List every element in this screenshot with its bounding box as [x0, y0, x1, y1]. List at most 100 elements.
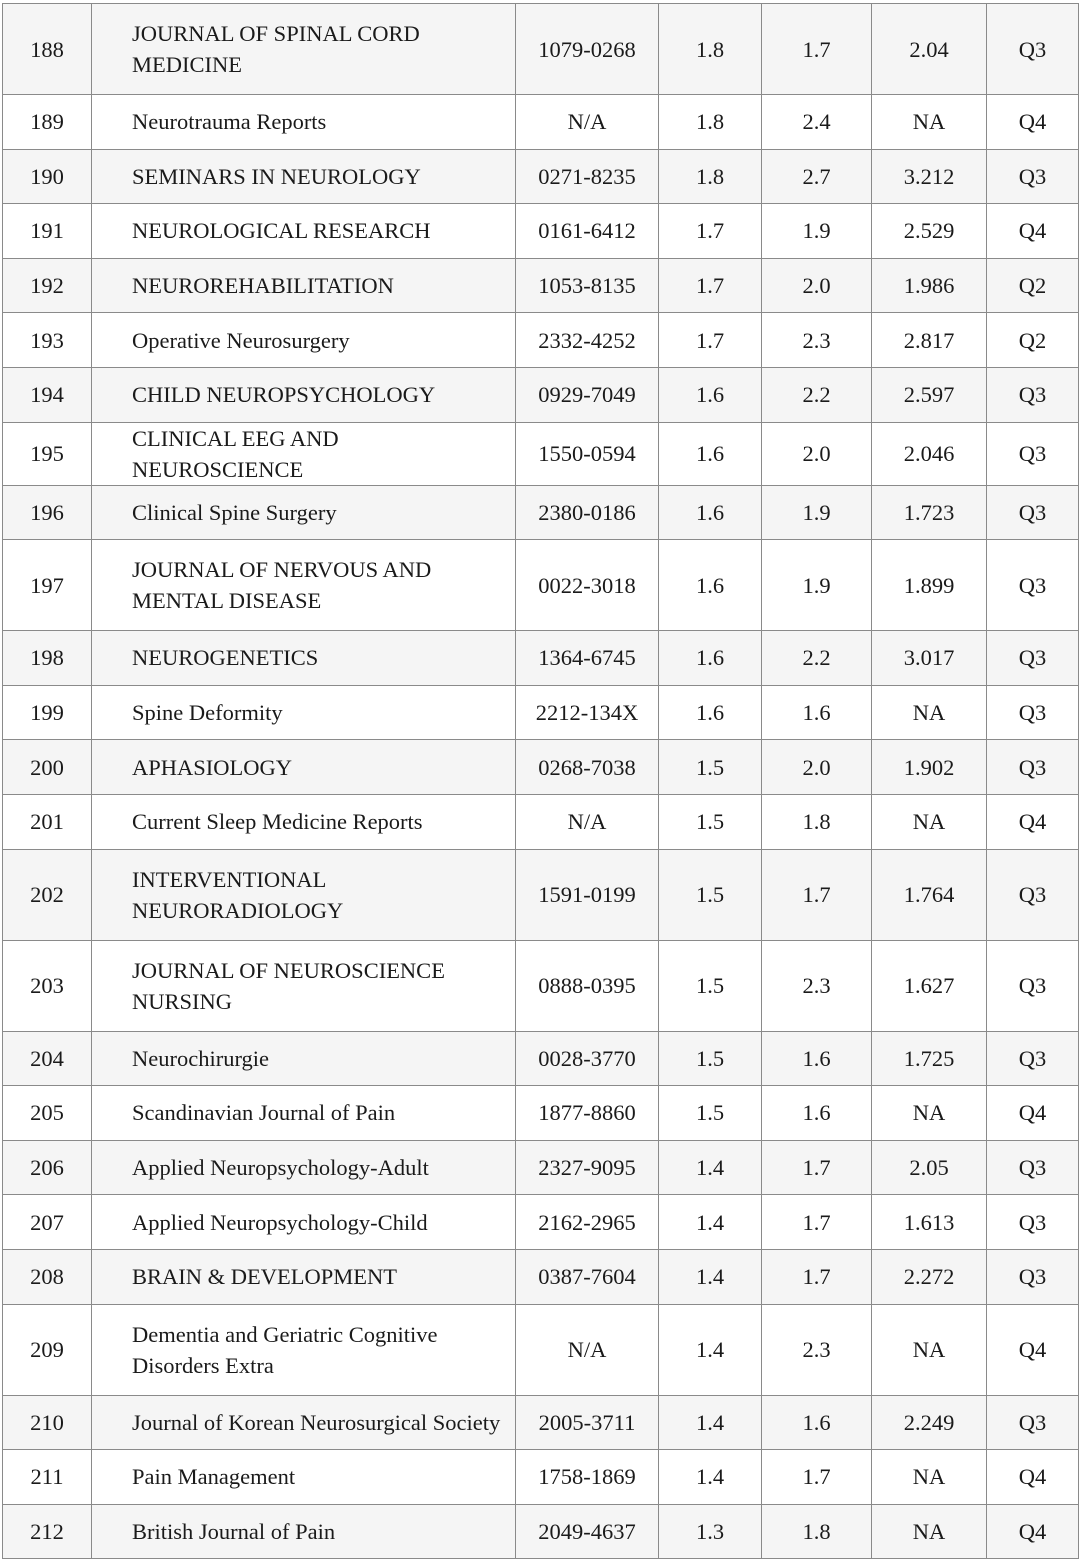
table-row: 207 Applied Neuropsychology-Child 2162-296… [2, 1194, 1079, 1250]
table-row: 194 CHILD NEUROPSYCHOLOGY 0929-7049 1.6 2.2 2… [2, 366, 1079, 423]
rank-cell: 190 [2, 148, 92, 205]
rank-cell: 193 [2, 312, 92, 368]
metric-1-cell: 1.5 [658, 739, 762, 795]
journal-name-cell: SEMINARS IN NEUROLOGY [91, 148, 516, 205]
metric-1-cell: 1.4 [658, 1139, 762, 1196]
quartile-cell: Q3 [986, 1248, 1079, 1305]
quartile-cell: Q4 [986, 1085, 1079, 1141]
journal-name-cell: Journal of Korean Neurosurgical Society [91, 1394, 516, 1451]
metric-2-cell: 1.7 [761, 848, 872, 941]
journal-name-cell: NEUROLOGICAL RESEARCH [91, 203, 516, 259]
rank-cell: 195 [2, 421, 92, 486]
metric-1-cell: 1.5 [658, 1030, 762, 1087]
quartile-cell: Q3 [986, 848, 1079, 941]
quartile-cell: Q3 [986, 148, 1079, 205]
rank-cell: 188 [2, 3, 92, 95]
metric-3-cell: 3.212 [871, 148, 987, 205]
rank-cell: 201 [2, 793, 92, 850]
issn-cell: 2162-2965 [515, 1194, 659, 1250]
metric-1-cell: 1.8 [658, 148, 762, 205]
rank-cell: 209 [2, 1303, 92, 1396]
journal-name-cell: Neurotrauma Reports [91, 94, 516, 150]
table-row: 188 JOURNAL OF SPINAL CORD MEDICINE 1079-0… [2, 3, 1079, 95]
rank-cell: 211 [2, 1449, 92, 1505]
table-row: 209 Dementia and Geriatric Cognitive Diso… [2, 1303, 1079, 1396]
metric-2-cell: 2.0 [761, 257, 872, 314]
table-row: 206 Applied Neuropsychology-Adult 2327-909… [2, 1139, 1079, 1196]
table-row: 201 Current Sleep Medicine Reports N/A 1.5 1… [2, 793, 1079, 850]
journal-name-cell: Applied Neuropsychology-Adult [91, 1139, 516, 1196]
table-row: 191 NEUROLOGICAL RESEARCH 0161-6412 1.7 1.9 2… [2, 203, 1079, 259]
metric-3-cell: 2.05 [871, 1139, 987, 1196]
quartile-cell: Q3 [986, 484, 1079, 541]
metric-2-cell: 1.9 [761, 203, 872, 259]
quartile-cell: Q3 [986, 739, 1079, 795]
metric-2-cell: 2.7 [761, 148, 872, 205]
quartile-cell: Q3 [986, 421, 1079, 486]
journal-name-cell: BRAIN & DEVELOPMENT [91, 1248, 516, 1305]
table-row: 197 JOURNAL OF NERVOUS AND MENTAL DISEASE… [2, 539, 1079, 632]
journal-name-cell: CHILD NEUROPSYCHOLOGY [91, 366, 516, 423]
table-row: 211 Pain Management 1758-1869 1.4 1.7 NA Q4 [2, 1449, 1079, 1505]
metric-1-cell: 1.6 [658, 421, 762, 486]
rank-cell: 204 [2, 1030, 92, 1087]
metric-2-cell: 1.6 [761, 1085, 872, 1141]
quartile-cell: Q2 [986, 312, 1079, 368]
metric-3-cell: 1.764 [871, 848, 987, 941]
rank-cell: 203 [2, 939, 92, 1032]
journal-name-cell: Neurochirurgie [91, 1030, 516, 1087]
metric-3-cell: 2.529 [871, 203, 987, 259]
metric-1-cell: 1.4 [658, 1194, 762, 1250]
metric-3-cell: 2.249 [871, 1394, 987, 1451]
metric-2-cell: 1.7 [761, 1139, 872, 1196]
metric-1-cell: 1.4 [658, 1449, 762, 1505]
issn-cell: 0161-6412 [515, 203, 659, 259]
issn-cell: 0929-7049 [515, 366, 659, 423]
table-row: 196 Clinical Spine Surgery 2380-0186 1.6 1.9… [2, 484, 1079, 541]
metric-1-cell: 1.7 [658, 257, 762, 314]
metric-2-cell: 2.0 [761, 421, 872, 486]
rank-cell: 196 [2, 484, 92, 541]
metric-2-cell: 1.6 [761, 684, 872, 741]
metric-3-cell: 2.597 [871, 366, 987, 423]
rank-cell: 206 [2, 1139, 92, 1196]
metric-3-cell: 1.899 [871, 539, 987, 632]
metric-3-cell: NA [871, 1449, 987, 1505]
metric-3-cell: NA [871, 1503, 987, 1559]
metric-1-cell: 1.4 [658, 1248, 762, 1305]
issn-cell: N/A [515, 1303, 659, 1396]
issn-cell: 0268-7038 [515, 739, 659, 795]
journal-name-cell: NEUROGENETICS [91, 630, 516, 686]
table-row: 204 Neurochirurgie 0028-3770 1.5 1.6 1.725 Q3 [2, 1030, 1079, 1087]
metric-3-cell: 2.817 [871, 312, 987, 368]
metric-2-cell: 2.4 [761, 94, 872, 150]
issn-cell: 2212-134X [515, 684, 659, 741]
metric-2-cell: 2.2 [761, 366, 872, 423]
quartile-cell: Q3 [986, 539, 1079, 632]
metric-1-cell: 1.7 [658, 312, 762, 368]
journal-name-cell: Spine Deformity [91, 684, 516, 741]
journal-name-cell: Pain Management [91, 1449, 516, 1505]
quartile-cell: Q4 [986, 1503, 1079, 1559]
table-row: 195 CLINICAL EEG AND NEUROSCIENCE 1550-059… [2, 421, 1079, 486]
metric-3-cell: NA [871, 94, 987, 150]
journal-name-cell: Scandinavian Journal of Pain [91, 1085, 516, 1141]
journal-name-cell: INTERVENTIONAL NEURORADIOLOGY [91, 848, 516, 941]
rank-cell: 199 [2, 684, 92, 741]
quartile-cell: Q4 [986, 1449, 1079, 1505]
metric-3-cell: 2.04 [871, 3, 987, 95]
journal-name-cell: JOURNAL OF NERVOUS AND MENTAL DISEASE [91, 539, 516, 632]
quartile-cell: Q3 [986, 366, 1079, 423]
quartile-cell: Q4 [986, 793, 1079, 850]
metric-2-cell: 1.8 [761, 1503, 872, 1559]
issn-cell: 1877-8860 [515, 1085, 659, 1141]
metric-2-cell: 1.6 [761, 1394, 872, 1451]
issn-cell: 0387-7604 [515, 1248, 659, 1305]
metric-3-cell: 1.725 [871, 1030, 987, 1087]
metric-3-cell: 1.986 [871, 257, 987, 314]
quartile-cell: Q4 [986, 203, 1079, 259]
metric-1-cell: 1.5 [658, 1085, 762, 1141]
quartile-cell: Q3 [986, 1139, 1079, 1196]
rank-cell: 200 [2, 739, 92, 795]
metric-3-cell: NA [871, 1085, 987, 1141]
